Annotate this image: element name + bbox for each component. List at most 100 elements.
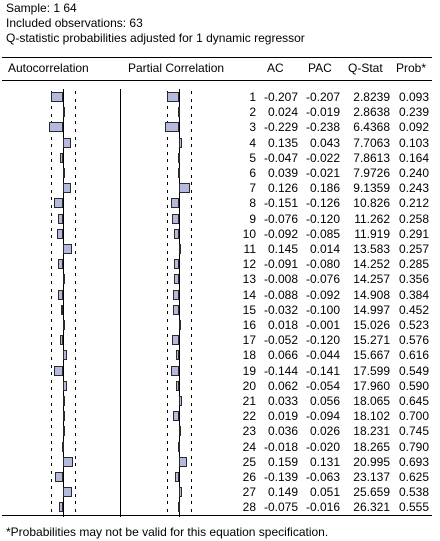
cell-pac: -0.207 bbox=[305, 90, 340, 104]
ac-bar bbox=[61, 441, 64, 452]
ac-bar bbox=[49, 122, 63, 133]
ac-band-lower bbox=[51, 250, 52, 254]
cell-ac: -0.229 bbox=[263, 120, 298, 135]
cell-ac: 0.036 bbox=[267, 424, 298, 439]
ac-band-upper bbox=[75, 448, 76, 452]
pac-bar bbox=[173, 304, 179, 315]
ac-band-upper bbox=[75, 258, 76, 262]
cell-qstat: 7.9726 bbox=[353, 166, 390, 180]
ac-bar bbox=[61, 304, 64, 315]
cell-prob: 0.240 bbox=[398, 166, 429, 180]
ac-band-upper bbox=[75, 106, 76, 110]
cell-prob: 0.625 bbox=[398, 470, 429, 484]
pac-band-lower bbox=[167, 486, 168, 490]
pac-band-lower bbox=[167, 212, 168, 216]
ac-bar bbox=[63, 137, 72, 148]
cell-qstat: 23.137 bbox=[353, 470, 390, 484]
pac-band-lower bbox=[167, 402, 168, 406]
ac-bar bbox=[63, 183, 71, 194]
ac-bar bbox=[63, 411, 65, 422]
pac-bar bbox=[179, 487, 183, 498]
ac-band-lower bbox=[51, 440, 52, 444]
cell-lag: 20 bbox=[242, 378, 256, 393]
pac-band-upper bbox=[191, 235, 192, 239]
ac-band-lower bbox=[51, 417, 52, 421]
pac-bar bbox=[177, 152, 180, 163]
pac-bar bbox=[179, 426, 181, 437]
ac-band-upper bbox=[75, 425, 76, 429]
pac-band-lower bbox=[167, 136, 168, 140]
pac-band-upper bbox=[191, 387, 192, 391]
ac-band-lower bbox=[51, 281, 52, 284]
pac-band-upper bbox=[191, 106, 192, 110]
pac-band-lower bbox=[167, 417, 168, 421]
cell-qstat: 25.659 bbox=[353, 485, 390, 500]
pac-band-lower bbox=[167, 106, 168, 110]
ac-band-upper bbox=[75, 372, 76, 376]
cell-lag: 2 bbox=[249, 105, 256, 120]
ac-band-lower bbox=[51, 235, 52, 239]
cell-qstat: 15.667 bbox=[353, 348, 390, 363]
cell-lag: 17 bbox=[242, 333, 256, 348]
cell-prob: 0.538 bbox=[398, 485, 429, 500]
cell-prob: 0.384 bbox=[398, 287, 429, 302]
cell-qstat: 7.7063 bbox=[353, 135, 390, 150]
cell-prob: 0.092 bbox=[398, 120, 429, 135]
ac-band-lower bbox=[51, 205, 52, 208]
cell-prob: 0.693 bbox=[398, 454, 429, 469]
pac-band-lower bbox=[167, 227, 168, 231]
cell-lag: 24 bbox=[242, 439, 256, 454]
pac-band-lower bbox=[167, 281, 168, 284]
ac-band-lower bbox=[51, 288, 52, 292]
ac-band-lower bbox=[51, 395, 52, 398]
ac-band-upper bbox=[75, 197, 76, 201]
pac-zero-axis bbox=[179, 89, 180, 517]
ac-band-lower bbox=[51, 448, 52, 452]
ac-bar bbox=[57, 259, 63, 270]
cell-prob: 0.291 bbox=[398, 226, 429, 241]
pac-band-upper bbox=[191, 296, 192, 300]
ac-bar bbox=[63, 487, 72, 498]
pac-band-lower bbox=[167, 509, 168, 512]
ac-band-lower bbox=[51, 326, 52, 330]
cell-qstat: 14.997 bbox=[353, 302, 390, 317]
ac-band-upper bbox=[75, 113, 76, 117]
pac-band-lower bbox=[167, 220, 168, 224]
ac-band-upper bbox=[75, 220, 76, 224]
cell-qstat: 13.583 bbox=[353, 242, 390, 256]
ac-band-upper bbox=[75, 174, 76, 178]
pac-band-upper bbox=[191, 205, 192, 208]
pac-band-upper bbox=[191, 509, 192, 512]
cell-ac: 0.135 bbox=[267, 135, 298, 150]
ac-bar bbox=[59, 335, 63, 346]
ac-band-upper bbox=[75, 296, 76, 300]
pac-bar bbox=[171, 335, 179, 346]
cell-ac: -0.144 bbox=[263, 363, 298, 378]
ac-band-upper bbox=[75, 319, 76, 322]
pac-bar bbox=[173, 228, 179, 239]
footnote: *Probabilities may not be valid for this… bbox=[6, 525, 329, 539]
pac-bar bbox=[166, 92, 179, 102]
ac-band-upper bbox=[75, 357, 76, 360]
ac-band-upper bbox=[75, 364, 76, 368]
pac-band-upper bbox=[191, 364, 192, 368]
pac-band-lower bbox=[167, 410, 168, 414]
pac-bar bbox=[176, 350, 179, 361]
cell-pac: -0.141 bbox=[305, 363, 340, 378]
pac-band-upper bbox=[191, 379, 192, 383]
cell-pac: 0.051 bbox=[309, 485, 340, 500]
pac-band-upper bbox=[191, 448, 192, 452]
pac-band-lower bbox=[167, 448, 168, 452]
cell-ac: 0.062 bbox=[267, 378, 298, 393]
pac-band-upper bbox=[191, 136, 192, 140]
ac-band-upper bbox=[75, 440, 76, 444]
cell-pac: -0.021 bbox=[305, 166, 340, 180]
pac-band-lower bbox=[167, 471, 168, 474]
pac-band-lower bbox=[167, 440, 168, 444]
pac-band-upper bbox=[191, 425, 192, 429]
cell-ac: 0.145 bbox=[267, 242, 298, 256]
top-rule bbox=[2, 57, 432, 58]
pac-band-lower bbox=[167, 463, 168, 467]
pac-band-lower bbox=[167, 288, 168, 292]
pac-band-upper bbox=[191, 349, 192, 353]
